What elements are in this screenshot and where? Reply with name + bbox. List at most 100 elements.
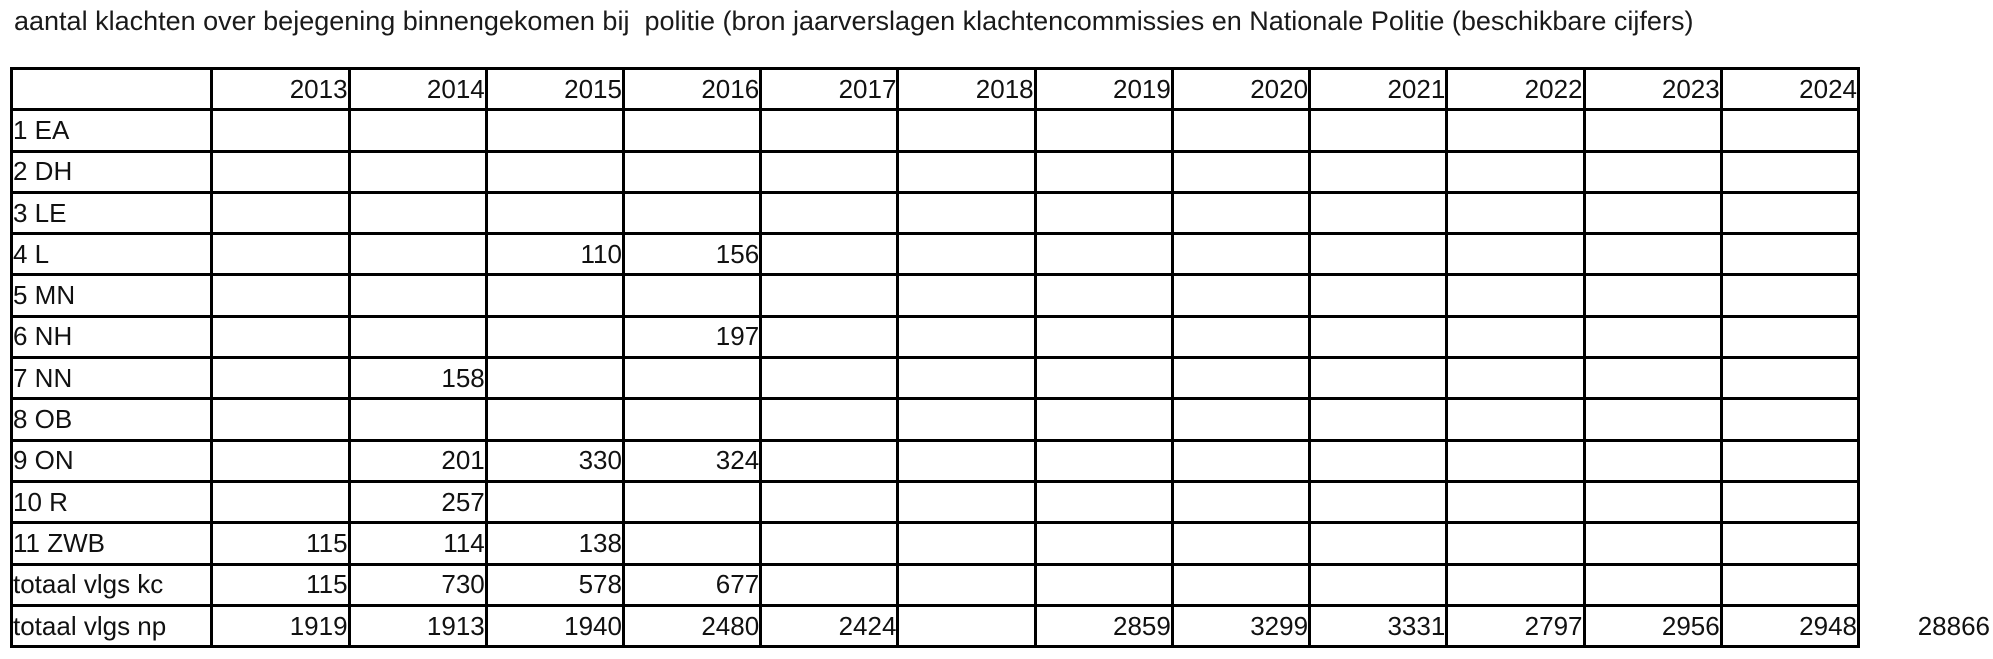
page-title: aantal klachten over bejegening binnenge… — [14, 6, 1694, 36]
value-cell — [347, 149, 488, 194]
value-cell — [1582, 397, 1723, 442]
value-cell — [621, 479, 763, 525]
value-cell — [1170, 521, 1312, 566]
value-cell: 158 — [347, 356, 488, 401]
value-cell — [1719, 438, 1861, 483]
value-cell — [484, 479, 625, 525]
value-cell — [896, 356, 1037, 401]
value-cell — [759, 562, 900, 607]
value-cell — [896, 438, 1037, 483]
value-cell — [759, 356, 900, 401]
complaints-table: 2013 2014 2015 2016 2017 2018 2019 2020 2021 2022… — [9, 66, 1861, 649]
value-cell — [1719, 149, 1861, 194]
value-cell — [210, 356, 351, 401]
value-cell: 324 — [621, 438, 763, 483]
value-cell — [347, 273, 488, 318]
value-cell — [1719, 479, 1861, 525]
row-label-cell: 5 MN — [9, 273, 214, 318]
value-cell — [210, 108, 351, 153]
value-cell — [1308, 149, 1449, 194]
value-cell: 1919 — [210, 603, 351, 649]
value-cell — [1170, 356, 1312, 401]
value-cell: 201 — [347, 438, 488, 483]
table-row: totaal vlgs kc 115 730 578 677 — [9, 562, 1861, 607]
value-cell: 3299 — [1170, 603, 1312, 649]
row-label-cell: 1 EA — [9, 108, 214, 153]
value-cell — [1582, 190, 1723, 236]
value-cell: 110 — [484, 232, 625, 277]
value-cell — [1308, 232, 1449, 277]
year-header-cell: 2022 — [1445, 66, 1586, 112]
year-header-cell: 2020 — [1170, 66, 1312, 112]
value-cell: 330 — [484, 438, 625, 483]
table-row: 5 MN — [9, 273, 1861, 318]
value-cell — [210, 314, 351, 360]
value-cell — [1170, 232, 1312, 277]
value-cell — [759, 521, 900, 566]
year-header-cell: 2015 — [484, 66, 625, 112]
value-cell: 2797 — [1445, 603, 1586, 649]
value-cell — [210, 438, 351, 483]
value-cell: 1913 — [347, 603, 488, 649]
table-row: 4 L 110 156 — [9, 232, 1861, 277]
value-cell — [621, 397, 763, 442]
value-cell — [1033, 314, 1174, 360]
value-cell: 257 — [347, 479, 488, 525]
value-cell — [759, 314, 900, 360]
value-cell — [1033, 273, 1174, 318]
value-cell: 138 — [484, 521, 625, 566]
value-cell — [621, 273, 763, 318]
value-cell — [1719, 190, 1861, 236]
value-cell — [1308, 479, 1449, 525]
table-header: 2013 2014 2015 2016 2017 2018 2019 2020 2021 2022… — [9, 66, 1861, 112]
value-cell — [210, 397, 351, 442]
value-cell — [1308, 356, 1449, 401]
value-cell — [1582, 438, 1723, 483]
value-cell — [1445, 314, 1586, 360]
value-cell — [1170, 190, 1312, 236]
value-cell — [896, 232, 1037, 277]
value-cell — [1308, 438, 1449, 483]
value-cell — [210, 190, 351, 236]
row-label-cell: 11 ZWB — [9, 521, 214, 566]
table-row: totaal vlgs np 1919 1913 1940 2480 2424 2859 32… — [9, 603, 1861, 649]
value-cell — [1033, 190, 1174, 236]
value-cell: 677 — [621, 562, 763, 607]
value-cell — [484, 314, 625, 360]
year-header-cell: 2017 — [759, 66, 900, 112]
value-cell — [1582, 314, 1723, 360]
value-cell — [759, 479, 900, 525]
value-cell — [1582, 108, 1723, 153]
table-row: 2 DH — [9, 149, 1861, 194]
value-cell: 730 — [347, 562, 488, 607]
row-label-cell: 6 NH — [9, 314, 214, 360]
value-cell — [484, 397, 625, 442]
value-cell — [896, 521, 1037, 566]
value-cell — [210, 273, 351, 318]
value-cell — [759, 190, 900, 236]
value-cell — [484, 190, 625, 236]
value-cell — [1445, 397, 1586, 442]
value-cell — [1719, 314, 1861, 360]
year-header-cell: 2014 — [347, 66, 488, 112]
value-cell — [1445, 521, 1586, 566]
value-cell — [1170, 397, 1312, 442]
value-cell — [1582, 521, 1723, 566]
value-cell — [1445, 190, 1586, 236]
year-header-cell: 2019 — [1033, 66, 1174, 112]
value-cell — [759, 108, 900, 153]
value-cell — [1170, 438, 1312, 483]
value-cell — [1582, 232, 1723, 277]
value-cell — [896, 314, 1037, 360]
header-row: 2013 2014 2015 2016 2017 2018 2019 2020 2021 2022… — [9, 66, 1861, 112]
year-header-cell: 2024 — [1719, 66, 1861, 112]
value-cell — [347, 108, 488, 153]
value-cell — [1170, 479, 1312, 525]
value-cell — [1033, 108, 1174, 153]
value-cell — [347, 232, 488, 277]
value-cell — [896, 190, 1037, 236]
value-cell — [621, 356, 763, 401]
table-row: 6 NH 197 — [9, 314, 1861, 360]
value-cell — [1582, 273, 1723, 318]
